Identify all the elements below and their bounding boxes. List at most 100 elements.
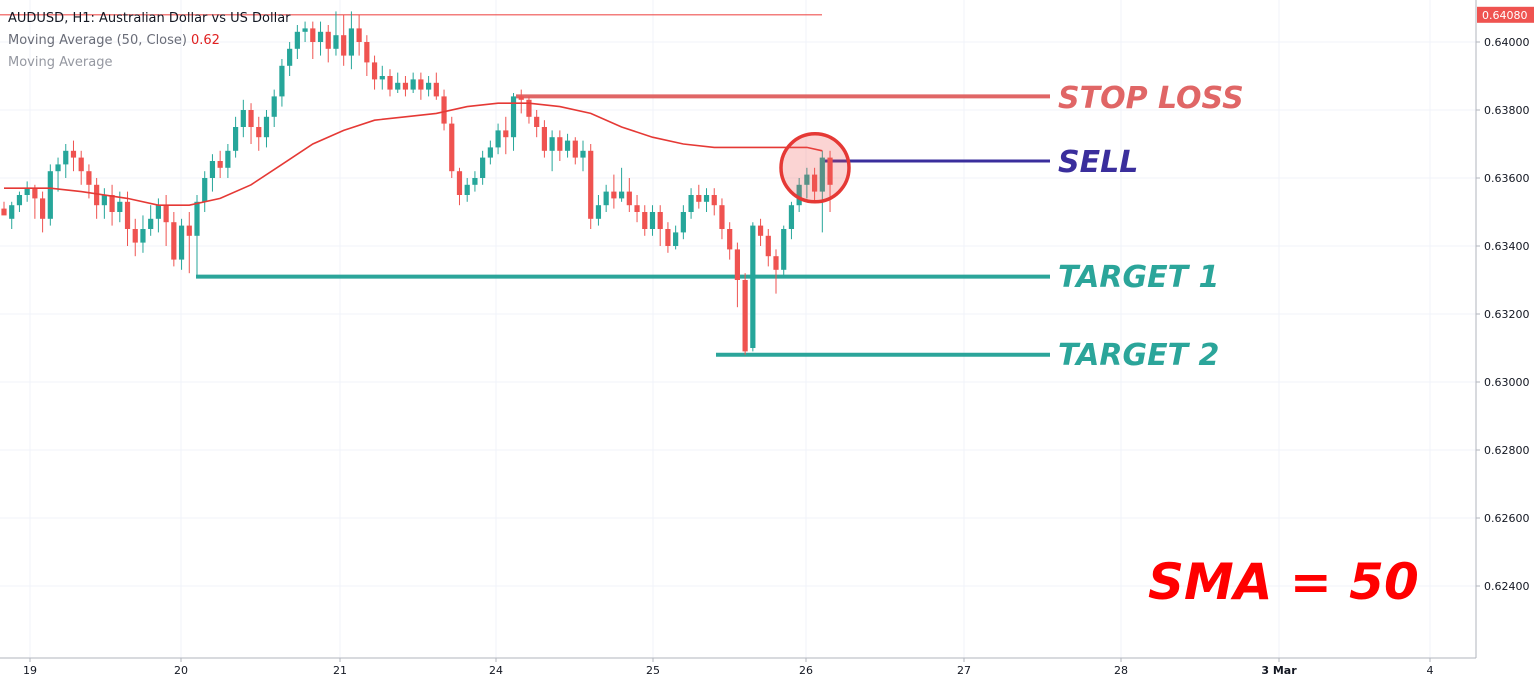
ma1-label: Moving Average (50, Close) xyxy=(8,33,187,48)
time-axis[interactable]: 19 20 21 24 25 26 27 28 3 Mar 4 xyxy=(0,657,1476,677)
candle-body xyxy=(549,137,555,151)
candle-body xyxy=(526,99,532,117)
candle xyxy=(534,110,540,138)
candle-body xyxy=(63,150,69,165)
candle xyxy=(209,154,216,192)
candle xyxy=(526,96,532,124)
candle-body xyxy=(47,171,53,219)
candle xyxy=(148,205,154,236)
moving-average-50-legend[interactable]: Moving Average (50, Close) 0.62 xyxy=(8,30,291,52)
candle-body xyxy=(503,130,509,138)
price-tick-label: 0.63600 xyxy=(1484,172,1530,185)
candle xyxy=(356,14,362,56)
candle-body xyxy=(580,150,586,158)
candle xyxy=(456,167,463,206)
price-tick-label: 0.62600 xyxy=(1484,512,1530,525)
candle xyxy=(572,137,578,165)
time-tick-label: 21 xyxy=(333,664,347,677)
candle xyxy=(603,184,609,212)
candle xyxy=(225,144,231,178)
candle xyxy=(55,157,61,192)
candle xyxy=(611,174,617,209)
candle-body xyxy=(240,110,246,127)
candle xyxy=(263,110,270,148)
candle xyxy=(510,93,517,151)
candle-body xyxy=(287,48,293,66)
candle xyxy=(94,178,100,219)
candle xyxy=(287,42,293,76)
candle-body xyxy=(603,191,609,206)
candle xyxy=(379,65,385,90)
candle xyxy=(711,188,717,216)
current-price-label: 0.64080 xyxy=(1482,9,1528,22)
sma-annotation: SMA = 50 xyxy=(1148,553,1419,611)
candle-body xyxy=(827,157,833,185)
price-tick-label: 0.63800 xyxy=(1484,104,1530,117)
candle-body xyxy=(788,205,795,229)
moving-average-legend[interactable]: Moving Average xyxy=(8,55,113,70)
price-axis[interactable]: 0.64000 0.63800 0.63600 0.63400 0.63200 0.630… xyxy=(1475,0,1534,658)
price-tick-label: 0.64000 xyxy=(1484,36,1530,49)
candle xyxy=(117,191,123,223)
candle xyxy=(387,69,393,97)
candle xyxy=(16,191,23,212)
candle-body xyxy=(171,222,177,260)
time-tick-label: 28 xyxy=(1114,664,1128,677)
candle xyxy=(24,181,30,202)
candle xyxy=(410,72,416,93)
candle-body xyxy=(564,140,571,151)
candle xyxy=(163,195,169,246)
candle xyxy=(781,225,787,277)
candle xyxy=(564,133,571,158)
candle xyxy=(70,140,77,172)
candle xyxy=(433,72,439,100)
candle-body xyxy=(665,229,671,246)
candle-body xyxy=(341,35,347,56)
candle xyxy=(580,140,586,172)
candle-body xyxy=(649,212,656,229)
candle xyxy=(171,212,177,267)
time-tick-label: 20 xyxy=(174,664,188,677)
candle-body xyxy=(24,188,30,195)
candle xyxy=(765,229,771,267)
candle-body xyxy=(719,205,725,229)
candle xyxy=(341,14,347,66)
candle xyxy=(202,171,208,212)
time-tick-label: 25 xyxy=(646,664,660,677)
candle xyxy=(47,164,53,226)
candle xyxy=(503,116,509,155)
candle-body xyxy=(557,137,563,151)
candle xyxy=(549,130,555,172)
time-tick-label: 24 xyxy=(489,664,503,677)
candle-body xyxy=(387,76,393,90)
candle-body xyxy=(534,116,540,127)
candle-body xyxy=(472,178,478,185)
candle-body xyxy=(418,79,424,90)
candle-body xyxy=(773,256,779,270)
candle xyxy=(395,72,401,93)
candle xyxy=(665,222,671,253)
candle-body xyxy=(426,82,432,90)
candle xyxy=(673,225,679,250)
candle xyxy=(734,242,740,308)
candle-body xyxy=(32,188,38,199)
candle xyxy=(248,103,254,144)
candle-body xyxy=(317,31,324,42)
candle xyxy=(819,150,825,233)
candle-body xyxy=(765,235,771,257)
candle xyxy=(294,25,300,59)
candle xyxy=(812,167,818,202)
candle-body xyxy=(155,205,161,219)
candle xyxy=(40,191,46,233)
candle xyxy=(464,178,470,202)
candle xyxy=(634,195,640,223)
candle-body xyxy=(572,140,578,158)
candle-body xyxy=(781,229,787,270)
candle-body xyxy=(588,150,594,219)
candle-body xyxy=(140,229,146,243)
chart-legend: AUDUSD, H1: Australian Dollar vs US Doll… xyxy=(8,8,291,74)
sell-circle xyxy=(779,132,851,204)
symbol-title[interactable]: AUDUSD, H1: Australian Dollar vs US Doll… xyxy=(8,11,291,26)
candle-body xyxy=(148,218,154,229)
